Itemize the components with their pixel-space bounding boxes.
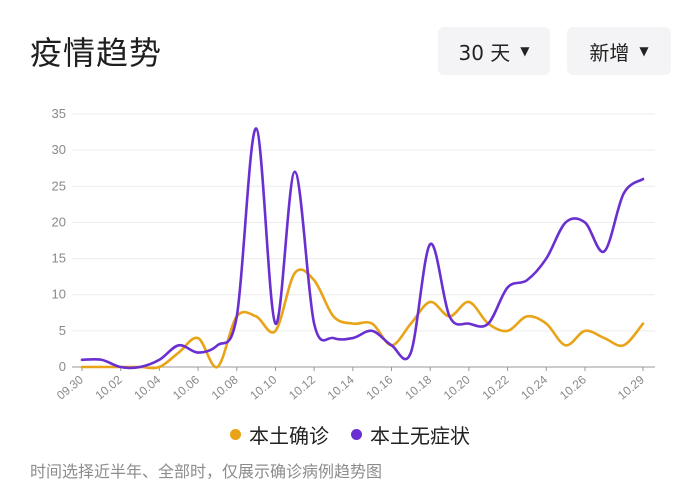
x-tick-label: 09.30 [54,372,86,402]
x-tick-label: 10.29 [615,372,647,402]
series-line-asymptomatic [80,127,645,370]
y-tick-label: 25 [52,178,66,193]
y-tick-label: 10 [52,287,66,302]
y-tick-label: 15 [52,251,66,266]
y-tick-label: 20 [52,214,66,229]
case-type-dropdown[interactable]: 新增 ▼ [567,27,671,75]
time-range-label: 30 天 [458,40,511,65]
chevron-down-icon: ▼ [520,44,530,58]
x-tick-label: 10.02 [93,372,125,402]
legend-item-asymptomatic[interactable]: 本土无症状 [351,420,470,449]
legend-label: 本土无症状 [370,424,470,448]
x-tick-label: 10.26 [557,372,589,402]
legend-dot-icon [230,429,241,440]
x-tick-label: 10.16 [363,372,395,402]
x-tick-label: 10.22 [480,372,512,402]
y-tick-label: 5 [59,323,66,338]
y-tick-label: 0 [59,359,66,374]
x-tick-label: 10.08 [209,372,241,402]
x-tick-label: 10.10 [247,372,279,402]
legend-item-confirmed[interactable]: 本土确诊 [230,420,329,449]
y-tick-label: 35 [52,106,66,121]
x-tick-label: 10.06 [170,372,202,402]
x-tick-label: 10.24 [518,372,550,402]
x-tick-label: 10.04 [131,372,163,402]
x-tick-label: 10.20 [441,372,473,402]
footnote: 时间选择近半年、全部时，仅展示确诊病例趋势图 [30,462,383,481]
x-tick-label: 10.18 [402,372,434,402]
case-type-label: 新增 [589,40,630,65]
chevron-down-icon: ▼ [639,44,649,58]
legend-label: 本土确诊 [249,424,329,448]
legend-dot-icon [351,429,362,440]
x-tick-label: 10.12 [286,372,318,402]
page-title: 疫情趋势 [30,34,163,72]
series-line-confirmed [80,268,645,370]
y-tick-label: 30 [52,142,66,157]
x-tick-label: 10.14 [325,372,357,402]
chart-legend: 本土确诊 本土无症状 [0,420,700,449]
time-range-dropdown[interactable]: 30 天 ▼ [438,27,550,75]
